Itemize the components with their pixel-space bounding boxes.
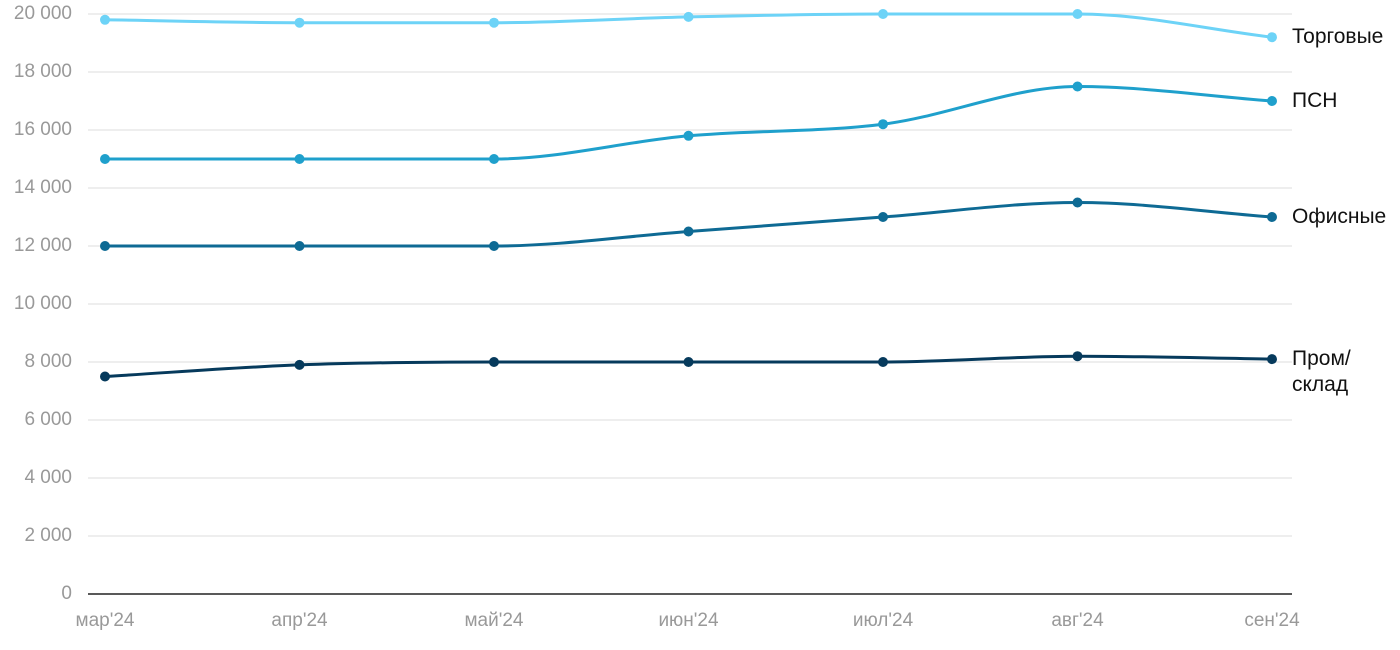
series-label: Офисные [1292, 205, 1387, 228]
point [489, 357, 499, 367]
point [878, 212, 888, 222]
point [489, 17, 499, 28]
y-tick-label: 0 [61, 583, 72, 604]
point [100, 154, 110, 164]
y-tick-label: 16 000 [14, 119, 72, 140]
y-tick-label: 4 000 [24, 467, 72, 488]
point [294, 154, 305, 164]
x-tick-label: мар'24 [76, 610, 135, 631]
point [294, 241, 305, 251]
line [105, 84, 1273, 161]
point [100, 14, 110, 25]
y-tick-label: 6 000 [24, 409, 72, 430]
point [489, 241, 499, 251]
y-tick-label: 8 000 [24, 351, 72, 372]
point [100, 241, 110, 251]
point [1267, 96, 1277, 106]
y-tick-label: 2 000 [24, 525, 72, 546]
y-tick-label: 20 000 [14, 3, 72, 24]
point [878, 9, 888, 19]
series-label: ПСН [1292, 89, 1338, 112]
x-tick-label: апр'24 [271, 610, 328, 631]
point [100, 371, 110, 382]
x-tick-label: сен'24 [1244, 610, 1300, 631]
point [1267, 354, 1277, 365]
x-tick-label: июл'24 [853, 610, 914, 631]
x-tick-label: май'24 [464, 610, 523, 631]
y-tick-label: 10 000 [14, 293, 72, 314]
point [1267, 212, 1277, 222]
line [104, 200, 1273, 248]
series-label: Пром/ склад [1292, 347, 1351, 397]
point [1072, 197, 1083, 208]
point [1072, 9, 1083, 19]
point [683, 357, 694, 367]
point [489, 154, 499, 164]
x-tick-label: июн'24 [658, 610, 719, 631]
point [878, 119, 888, 130]
point [294, 17, 305, 28]
point [878, 357, 888, 367]
point [683, 130, 694, 141]
y-tick-label: 14 000 [14, 177, 72, 198]
point [1072, 81, 1083, 92]
point [683, 226, 694, 237]
y-tick-label: 12 000 [14, 235, 72, 256]
point [683, 11, 694, 22]
point [1267, 32, 1277, 43]
point [1072, 351, 1083, 362]
series-label: Торговые [1292, 25, 1384, 49]
x-tick-label: авг'24 [1051, 610, 1104, 631]
point [294, 359, 305, 370]
y-tick-label: 18 000 [14, 61, 72, 82]
